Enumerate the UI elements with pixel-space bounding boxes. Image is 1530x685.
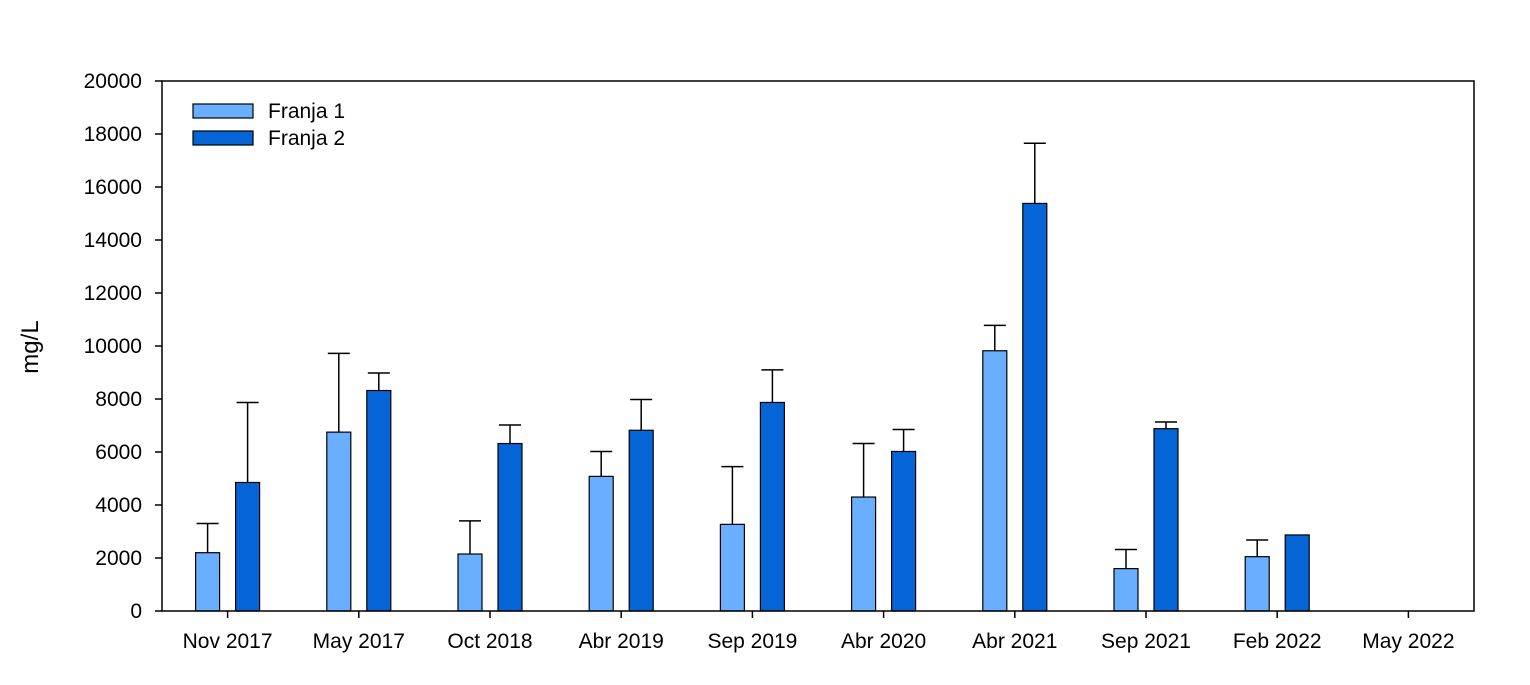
x-tick-label: May 2022	[1362, 630, 1454, 653]
x-tick-label: Oct 2018	[447, 630, 532, 653]
x-tick-label: May 2017	[313, 630, 405, 653]
bar-franja-2	[1022, 202, 1048, 612]
y-tick-label: 4000	[95, 494, 142, 517]
bar-franja-2	[497, 442, 523, 612]
bar-franja-2	[628, 429, 654, 612]
bars-layer	[195, 202, 1310, 612]
legend: Franja 1 Franja 2	[192, 100, 345, 150]
bar-franja-1	[719, 523, 746, 612]
x-tick-label: Abr 2019	[579, 630, 664, 653]
y-axis-title: mg/L	[17, 320, 44, 373]
y-tick-label: 10000	[84, 335, 142, 358]
bar-franja-2	[890, 450, 917, 612]
legend-label: Franja 1	[268, 100, 345, 123]
bar-franja-1	[588, 475, 614, 612]
x-tick-label: Sep 2021	[1101, 630, 1191, 653]
error-bars-layer	[196, 142, 1269, 569]
bar-franja-2	[1153, 428, 1179, 612]
bar-franja-1	[1244, 556, 1270, 612]
y-axis: 0 2000 4000 6000 8000 10000 12000 14000 16000 180…	[84, 70, 162, 623]
x-axis: Nov 2017 May 2017 Oct 2018 Abr 2019 Sep 2019…	[183, 611, 1455, 653]
bar-franja-2	[759, 401, 786, 612]
y-tick-label: 8000	[95, 388, 142, 411]
bar-franja-1	[457, 553, 483, 612]
x-tick-label: Abr 2021	[972, 630, 1057, 653]
bar-franja-1	[195, 552, 221, 612]
plot-frame	[161, 80, 1475, 612]
y-tick-label: 6000	[95, 441, 142, 464]
bar-franja-2	[1284, 534, 1310, 612]
y-tick-label: 14000	[84, 229, 142, 252]
legend-label: Franja 2	[268, 127, 345, 150]
x-tick-label: Nov 2017	[183, 630, 273, 653]
legend-swatch	[192, 103, 254, 119]
y-tick-label: 12000	[84, 282, 142, 305]
bar-franja-1	[982, 350, 1008, 612]
y-tick-label: 0	[130, 600, 142, 623]
y-tick-label: 20000	[84, 70, 142, 93]
y-tick-label: 16000	[84, 176, 142, 199]
x-tick-label: Feb 2022	[1233, 630, 1322, 653]
y-tick-label: 2000	[95, 547, 142, 570]
x-tick-label: Abr 2020	[841, 630, 926, 653]
bar-franja-2	[235, 481, 261, 612]
bar-franja-1	[850, 496, 877, 612]
x-tick-label: Sep 2019	[707, 630, 797, 653]
legend-swatch	[192, 130, 254, 146]
bar-franja-1	[1113, 567, 1139, 612]
y-tick-label: 18000	[84, 123, 142, 146]
bar-franja-1	[326, 431, 352, 612]
bar-franja-2	[366, 389, 392, 612]
